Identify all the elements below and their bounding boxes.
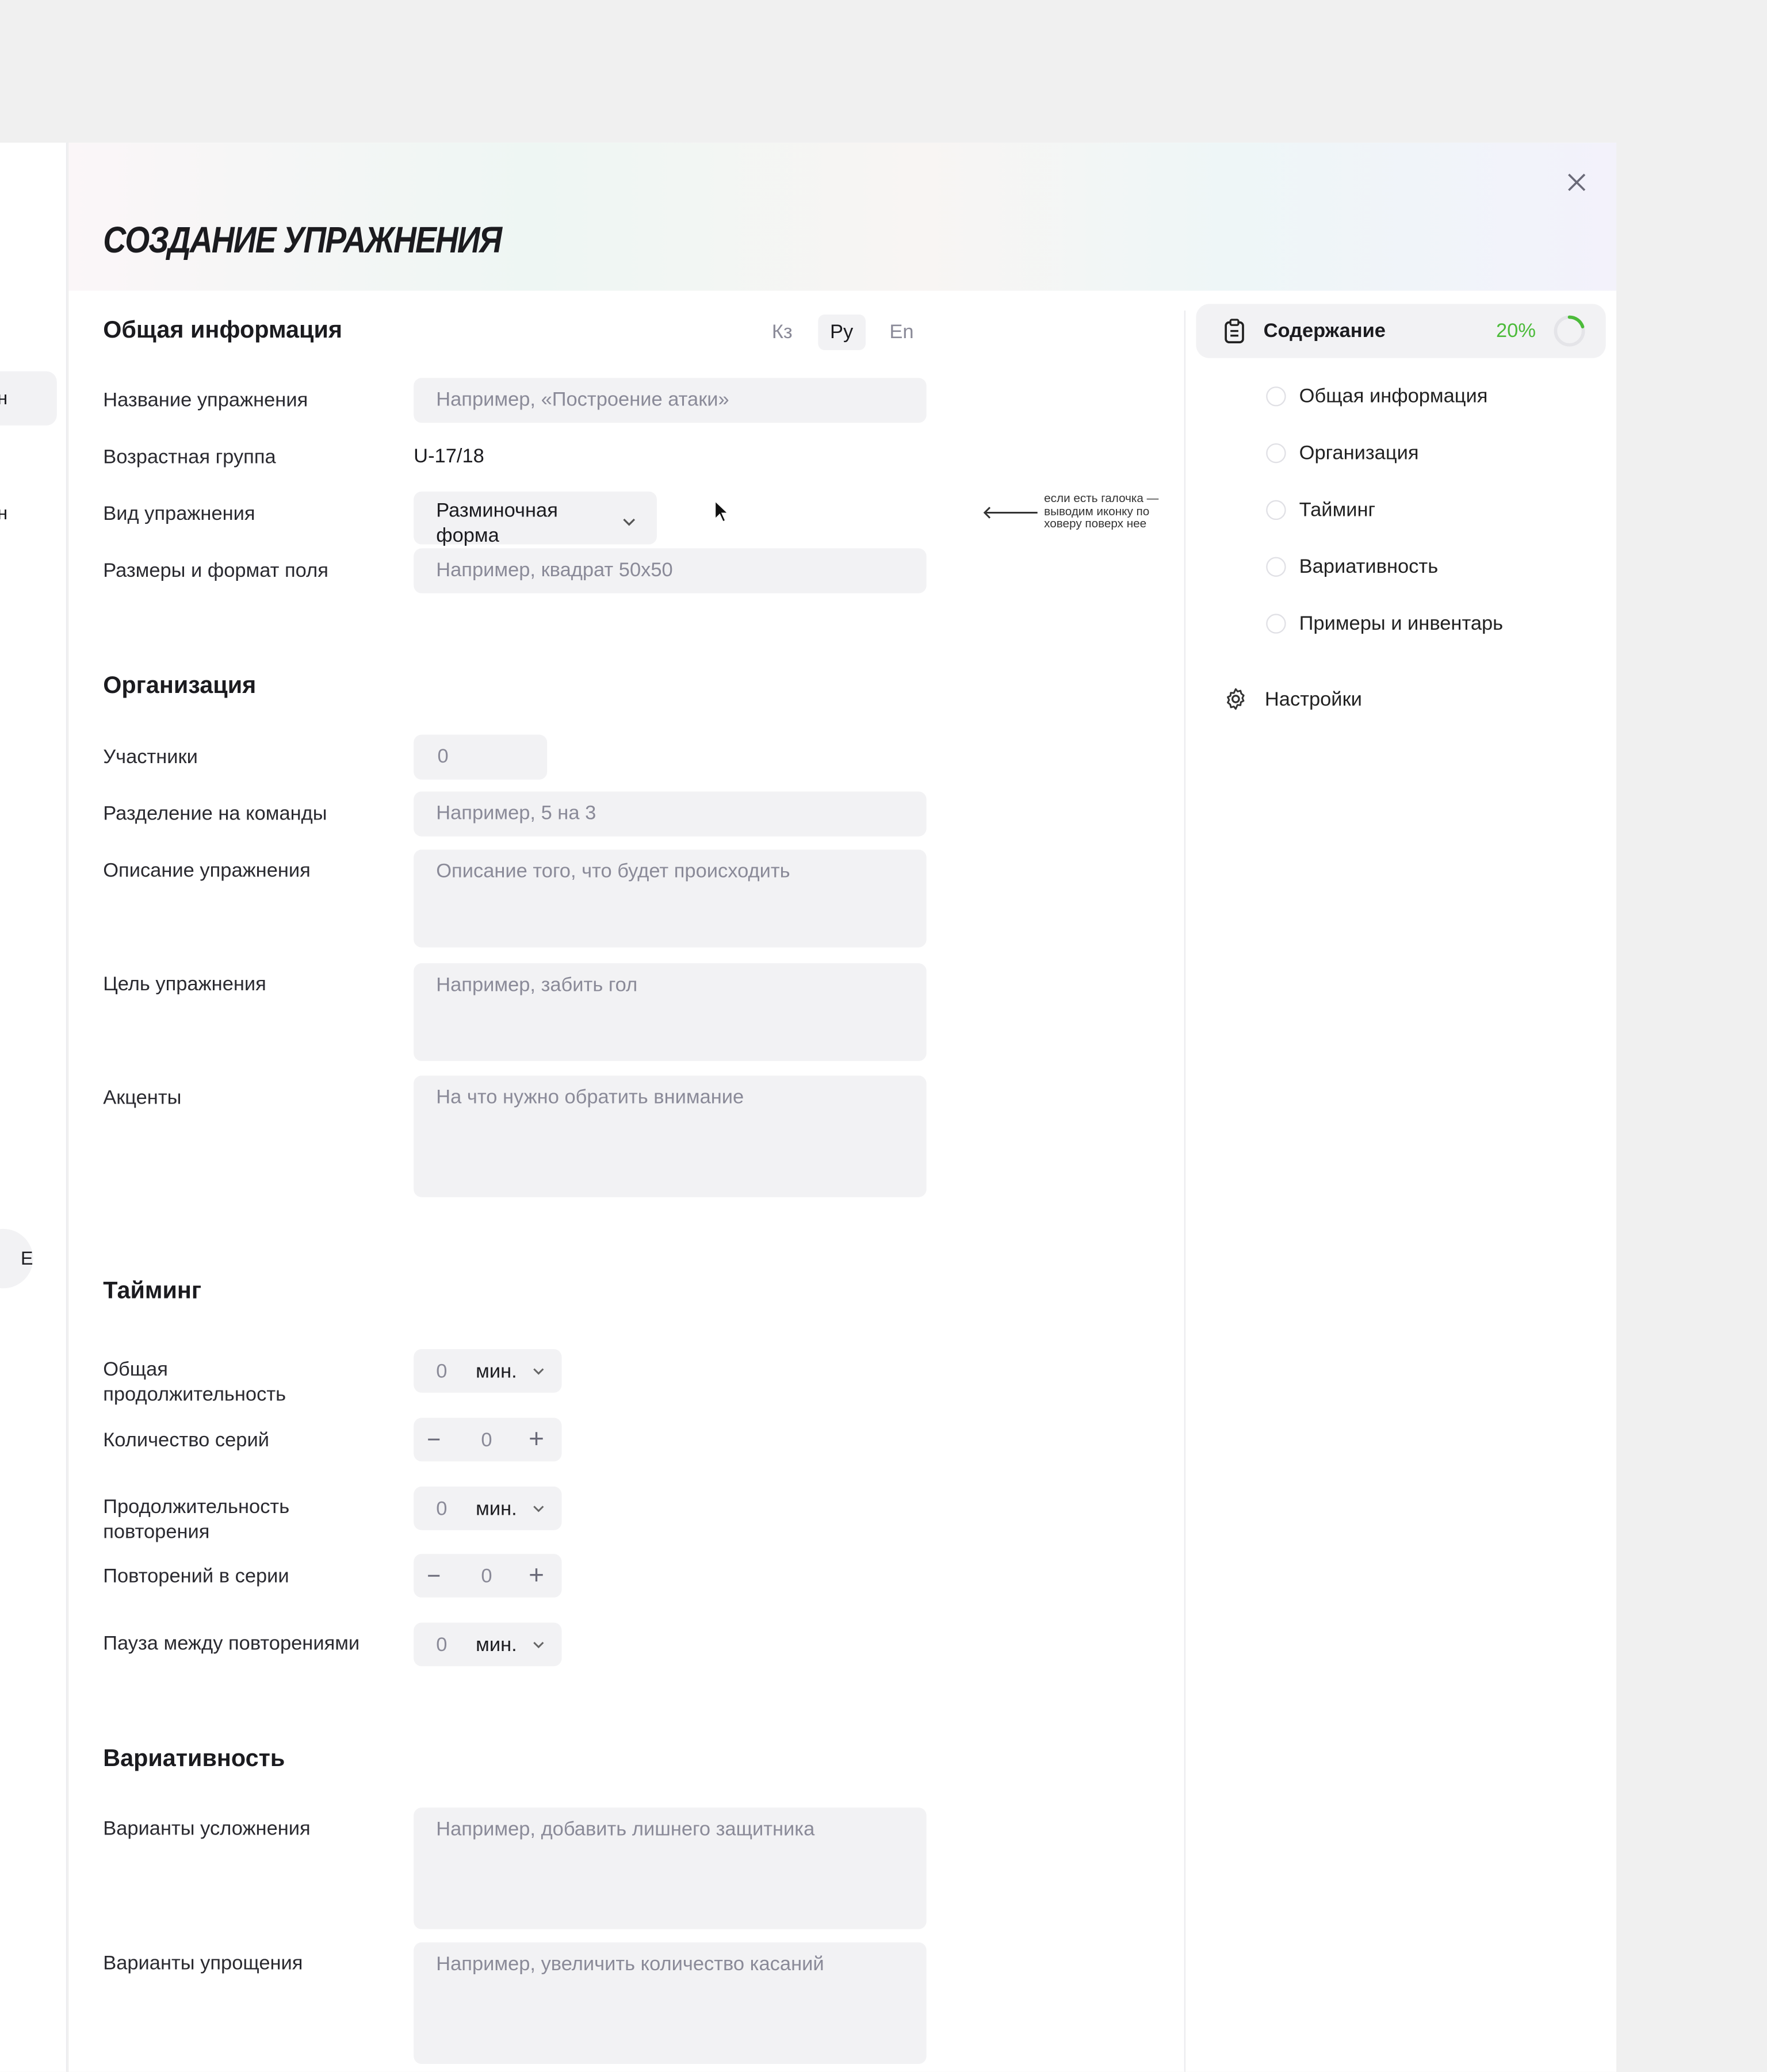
progress-arc — [1567, 315, 1585, 329]
radio-icon — [1266, 557, 1286, 577]
label-name: Название упражнения — [103, 389, 308, 412]
harder-textarea[interactable]: Например, добавить лишнего защитника — [414, 1807, 927, 1929]
label-pause: Пауза между повторениями — [103, 1632, 360, 1655]
cursor-icon — [714, 499, 730, 523]
plus-button[interactable]: + — [529, 1424, 544, 1454]
label-goal: Цель упражнения — [103, 973, 266, 996]
description-textarea[interactable]: Описание того, что будет происходить — [414, 849, 927, 948]
label-reps: Повторений в серии — [103, 1565, 289, 1588]
pause-value[interactable]: 0 — [436, 1633, 448, 1656]
unit-select[interactable]: мин. — [476, 1633, 517, 1656]
unit-select[interactable]: мин. — [476, 1359, 517, 1382]
label-field: Размеры и формат поля — [103, 560, 328, 583]
series-stepper[interactable]: − 0 + — [414, 1418, 562, 1462]
clipboard-icon — [1225, 319, 1244, 343]
pause-control[interactable]: 0 мин. — [414, 1622, 562, 1667]
gear-icon — [1227, 688, 1245, 710]
lang-tab-en[interactable]: En — [889, 321, 914, 344]
reps-value[interactable]: 0 — [481, 1564, 492, 1587]
design-annotation: если есть галочка — выводим иконку по хо… — [1044, 491, 1159, 530]
rep-duration-value[interactable]: 0 — [436, 1497, 448, 1520]
easier-textarea[interactable]: Например, увеличить количество касаний — [414, 1942, 927, 2065]
toc-item-label: Организация — [1299, 442, 1419, 465]
label-participants: Участники — [103, 746, 198, 769]
toc-item-label: Примеры и инвентарь — [1299, 612, 1504, 635]
lang-tab-ru[interactable]: Ру — [818, 314, 865, 350]
label-total-duration: Общая продолжительность — [103, 1357, 286, 1407]
background-text: н — [0, 387, 7, 408]
goal-textarea[interactable]: Например, забить гол — [414, 963, 927, 1062]
label-age: Возрастная группа — [103, 446, 276, 469]
toc-item-examples[interactable]: Примеры и инвентарь — [1266, 612, 1503, 635]
radio-icon — [1266, 443, 1286, 464]
toc-item-organization[interactable]: Организация — [1266, 442, 1419, 465]
minus-button[interactable]: − — [427, 1561, 441, 1588]
label-easier: Варианты упрощения — [103, 1952, 303, 1975]
participants-input[interactable]: 0 — [414, 734, 548, 780]
toc-item-label: Тайминг — [1299, 499, 1376, 522]
toc-item-variability[interactable]: Вариативность — [1266, 556, 1438, 578]
toc-item-timing[interactable]: Тайминг — [1266, 499, 1375, 521]
background-panel — [0, 143, 68, 2072]
section-heading-organization: Организация — [103, 672, 257, 699]
radio-icon — [1266, 614, 1286, 634]
unit-select[interactable]: мин. — [476, 1497, 517, 1520]
background-text: н — [0, 502, 7, 523]
background-nav-item[interactable] — [0, 371, 57, 426]
toc-item-label: Вариативность — [1299, 556, 1439, 579]
toc-settings[interactable]: Настройки — [1224, 687, 1362, 711]
arrow-left-icon — [983, 507, 1038, 519]
teams-input[interactable]: Например, 5 на 3 — [414, 791, 927, 837]
toc-header[interactable]: Содержание 20% — [1196, 304, 1606, 358]
rep-duration-control[interactable]: 0 мин. — [414, 1486, 562, 1530]
field-size-input[interactable]: Например, квадрат 50x50 — [414, 548, 927, 593]
label-rep-duration: Продолжительность повторения — [103, 1495, 289, 1545]
toc-settings-label: Настройки — [1264, 687, 1362, 711]
modal-header — [68, 143, 1617, 291]
toc-item-label: Общая информация — [1299, 385, 1488, 408]
chevron-down-icon — [623, 518, 636, 526]
chevron-down-icon — [533, 1368, 544, 1375]
label-line: продолжительность — [103, 1383, 286, 1406]
label-series: Количество серий — [103, 1428, 269, 1452]
accents-textarea[interactable]: На что нужно обратить внимание — [414, 1075, 927, 1197]
label-teams: Разделение на команды — [103, 802, 327, 825]
label-line: повторения — [103, 1521, 210, 1544]
label-type: Вид упражнения — [103, 503, 255, 526]
plus-button[interactable]: + — [529, 1560, 544, 1590]
progress-ring — [1554, 315, 1585, 347]
minus-button[interactable]: − — [427, 1426, 441, 1453]
label-harder: Варианты усложнения — [103, 1817, 311, 1840]
radio-icon — [1266, 500, 1286, 520]
chevron-down-icon — [533, 1506, 544, 1512]
age-value: U-17/18 — [414, 445, 484, 468]
modal-title: СОЗДАНИЕ УПРАЖНЕНИЯ — [103, 219, 502, 261]
toc-title: Содержание — [1263, 320, 1386, 343]
close-icon[interactable] — [1565, 170, 1588, 194]
section-heading-timing: Тайминг — [103, 1277, 202, 1304]
chevron-down-icon — [533, 1641, 544, 1649]
label-line: Общая — [103, 1358, 168, 1381]
label-line: Продолжительность — [103, 1495, 290, 1519]
progress-label: 20% — [1496, 320, 1536, 343]
name-input[interactable]: Например, «Построение атаки» — [414, 378, 927, 423]
divider — [1184, 310, 1186, 2072]
reps-stepper[interactable]: − 0 + — [414, 1554, 562, 1598]
type-value: форма — [436, 524, 499, 547]
radio-icon — [1266, 386, 1286, 407]
label-description: Описание упражнения — [103, 859, 311, 882]
type-value: Разминочная — [436, 499, 558, 522]
section-heading-general: Общая информация — [103, 316, 343, 343]
label-accents: Акценты — [103, 1086, 182, 1109]
section-heading-variability: Вариативность — [103, 1745, 285, 1772]
total-duration-value[interactable]: 0 — [436, 1359, 448, 1382]
lang-tab-kz[interactable]: Кз — [771, 321, 793, 344]
total-duration-control[interactable]: 0 мин. — [414, 1349, 562, 1393]
toc-item-general[interactable]: Общая информация — [1266, 385, 1487, 408]
type-select[interactable]: Разминочная форма — [414, 491, 657, 547]
series-value[interactable]: 0 — [481, 1428, 492, 1451]
